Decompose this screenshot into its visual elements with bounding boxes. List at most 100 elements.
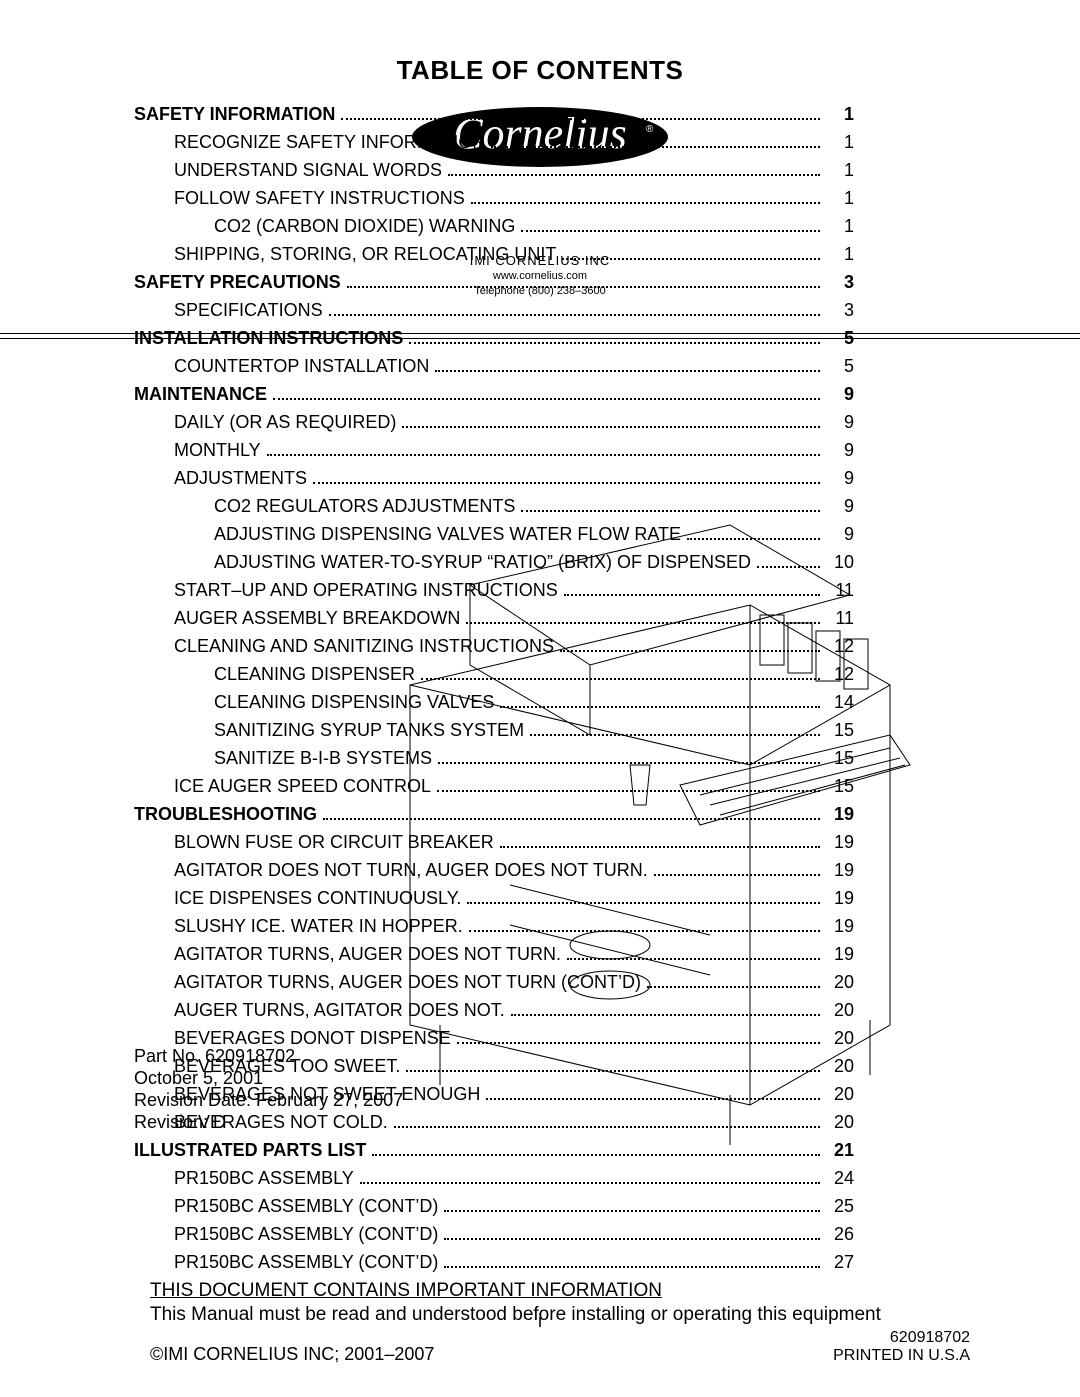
toc-entry-page: 10: [826, 548, 854, 576]
toc-row: TROUBLESHOOTING 19: [134, 800, 854, 828]
toc-entry-label: TROUBLESHOOTING: [134, 800, 317, 828]
toc-leader-dots: [444, 1194, 820, 1212]
toc-entry-page: 11: [826, 604, 854, 632]
toc-entry-page: 1: [826, 100, 854, 128]
toc-entry-label: SANITIZE B-I-B SYSTEMS: [214, 744, 432, 772]
toc-leader-dots: [409, 326, 820, 344]
toc-entry-page: 19: [826, 884, 854, 912]
part-number: Part No. 620918702: [134, 1046, 295, 1067]
toc-leader-dots: [444, 1250, 820, 1268]
toc-entry-label: PR150BC ASSEMBLY (CONT’D): [174, 1192, 438, 1220]
toc-entry-page: 5: [826, 352, 854, 380]
toc-entry-label: AGITATOR TURNS, AUGER DOES NOT TURN (CON…: [174, 968, 641, 996]
toc-entry-page: 9: [826, 436, 854, 464]
toc-row: SLUSHY ICE. WATER IN HOPPER.19: [134, 912, 854, 940]
toc-entry-page: 9: [826, 380, 854, 408]
toc-leader-dots: [567, 942, 820, 960]
toc-leader-dots: [560, 634, 820, 652]
toc-entry-page: 12: [826, 660, 854, 688]
toc-entry-label: UNDERSTAND SIGNAL WORDS: [174, 156, 442, 184]
toc-entry-page: 19: [826, 800, 854, 828]
document-title: TABLE OF CONTENTS: [0, 55, 1080, 86]
toc-row: UNDERSTAND SIGNAL WORDS 1: [134, 156, 854, 184]
toc-row: SAFETY INFORMATION 1: [134, 100, 854, 128]
revision: Revision: D: [134, 1112, 226, 1133]
toc-entry-page: 21: [826, 1136, 854, 1164]
toc-row: BLOWN FUSE OR CIRCUIT BREAKER 19: [134, 828, 854, 856]
document-page: TABLE OF CONTENTS Cornelius ® IMI CORNEL…: [0, 0, 1080, 1397]
toc-entry-page: 12: [826, 632, 854, 660]
toc-leader-dots: [372, 1138, 820, 1156]
toc-row: MAINTENANCE9: [134, 380, 854, 408]
toc-leader-dots: [273, 382, 820, 400]
toc-entry-label: PR150BC ASSEMBLY: [174, 1164, 354, 1192]
toc-leader-dots: [469, 914, 820, 932]
toc-entry-label: SLUSHY ICE. WATER IN HOPPER.: [174, 912, 463, 940]
toc-entry-page: 1: [826, 212, 854, 240]
toc-entry-page: 1: [826, 184, 854, 212]
toc-entry-label: AUGER ASSEMBLY BREAKDOWN: [174, 604, 460, 632]
toc-row: CLEANING DISPENSING VALVES14: [134, 688, 854, 716]
toc-entry-label: SAFETY INFORMATION: [134, 100, 335, 128]
footer-part-number: 620918702: [890, 1329, 970, 1347]
revision-date: Revision Date: February 27, 2007: [134, 1090, 403, 1111]
toc-entry-label: BLOWN FUSE OR CIRCUIT BREAKER: [174, 828, 494, 856]
toc-leader-dots: [444, 1222, 820, 1240]
toc-row: MONTHLY9: [134, 436, 854, 464]
toc-entry-page: 9: [826, 408, 854, 436]
toc-row: BEVERAGES NOT COLD.20: [134, 1108, 854, 1136]
toc-row: CO2 (CARBON DIOXIDE) WARNING1: [134, 212, 854, 240]
toc-entry-page: 1: [826, 156, 854, 184]
toc-entry-page: 20: [826, 996, 854, 1024]
toc-leader-dots: [471, 186, 820, 204]
toc-row: CLEANING DISPENSER 12: [134, 660, 854, 688]
toc-entry-page: 20: [826, 968, 854, 996]
toc-entry-label: SANITIZING SYRUP TANKS SYSTEM: [214, 716, 524, 744]
toc-row: ICE AUGER SPEED CONTROL15: [134, 772, 854, 800]
toc-entry-label: CLEANING DISPENSER: [214, 660, 415, 688]
toc-row: FOLLOW SAFETY INSTRUCTIONS 1: [134, 184, 854, 212]
toc-leader-dots: [402, 410, 820, 428]
toc-entry-page: 3: [826, 296, 854, 324]
toc-row: DAILY (OR AS REQUIRED)9: [134, 408, 854, 436]
doc-date: October 5, 2001: [134, 1068, 263, 1089]
toc-entry-page: 19: [826, 856, 854, 884]
toc-leader-dots: [521, 214, 820, 232]
toc-entry-page: 19: [826, 828, 854, 856]
toc-leader-dots: [347, 270, 820, 288]
toc-leader-dots: [360, 1166, 820, 1184]
toc-row: AGITATOR TURNS, AUGER DOES NOT TURN.19: [134, 940, 854, 968]
important-info-heading: THIS DOCUMENT CONTAINS IMPORTANT INFORMA…: [150, 1280, 662, 1302]
toc-entry-label: COUNTERTOP INSTALLATION: [174, 352, 429, 380]
toc-row: START–UP AND OPERATING INSTRUCTIONS11: [134, 576, 854, 604]
toc-leader-dots: [457, 1026, 820, 1044]
toc-row: PR150BC ASSEMBLY (CONT’D)27: [134, 1248, 854, 1276]
toc-row: CO2 REGULATORS ADJUSTMENTS9: [134, 492, 854, 520]
toc-entry-label: RECOGNIZE SAFETY INFORMATION: [174, 128, 485, 156]
toc-row: INSTALLATION INSTRUCTIONS5: [134, 324, 854, 352]
toc-leader-dots: [757, 550, 820, 568]
toc-leader-dots: [341, 102, 820, 120]
toc-leader-dots: [448, 158, 820, 176]
toc-leader-dots: [438, 746, 820, 764]
toc-entry-label: SHIPPING, STORING, OR RELOCATING UNIT: [174, 240, 556, 268]
toc-entry-label: AGITATOR TURNS, AUGER DOES NOT TURN.: [174, 940, 561, 968]
toc-entry-page: 9: [826, 520, 854, 548]
toc-leader-dots: [267, 438, 820, 456]
toc-leader-dots: [323, 802, 820, 820]
toc-leader-dots: [500, 690, 820, 708]
toc-entry-label: SPECIFICATIONS: [174, 296, 323, 324]
toc-leader-dots: [406, 1054, 820, 1072]
toc-leader-dots: [467, 886, 820, 904]
toc-entry-page: 15: [826, 744, 854, 772]
footer-printed-in: PRINTED IN U.S.A: [833, 1347, 970, 1365]
toc-leader-dots: [530, 718, 820, 736]
toc-leader-dots: [437, 774, 820, 792]
toc-entry-label: CLEANING AND SANITIZING INSTRUCTIONS: [174, 632, 554, 660]
toc-row: AUGER ASSEMBLY BREAKDOWN 11: [134, 604, 854, 632]
toc-row: SANITIZING SYRUP TANKS SYSTEM15: [134, 716, 854, 744]
toc-row: SANITIZE B-I-B SYSTEMS 15: [134, 744, 854, 772]
toc-leader-dots: [466, 606, 820, 624]
toc-row: SHIPPING, STORING, OR RELOCATING UNIT1: [134, 240, 854, 268]
toc-entry-label: FOLLOW SAFETY INSTRUCTIONS: [174, 184, 465, 212]
